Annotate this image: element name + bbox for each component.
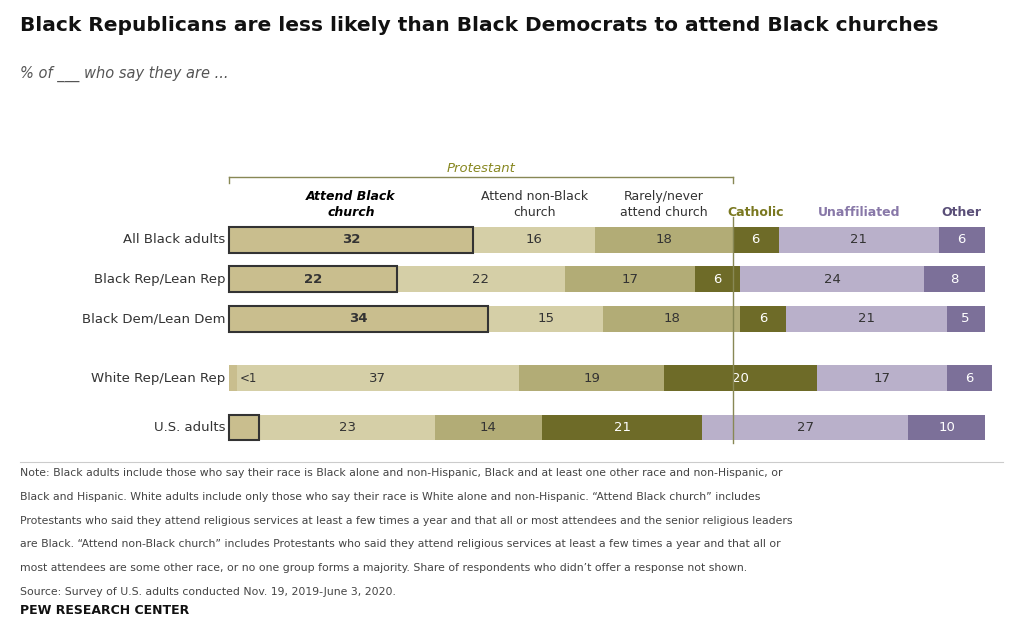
- Text: Protestants who said they attend religious services at least a few times a year : Protestants who said they attend religio…: [20, 516, 793, 526]
- Bar: [939, 227, 985, 252]
- Text: 22: 22: [304, 273, 322, 286]
- Text: 15: 15: [537, 312, 554, 325]
- Text: Unaffiliated: Unaffiliated: [817, 207, 900, 219]
- Bar: [816, 365, 946, 391]
- Text: Attend Black
church: Attend Black church: [306, 190, 396, 219]
- Bar: [397, 266, 565, 292]
- Bar: [946, 365, 992, 391]
- Text: 6: 6: [752, 233, 760, 246]
- Bar: [741, 266, 924, 292]
- Bar: [229, 306, 488, 332]
- Bar: [732, 227, 779, 252]
- Bar: [664, 365, 816, 391]
- Text: Other: Other: [942, 207, 982, 219]
- Text: Source: Survey of U.S. adults conducted Nov. 19, 2019-June 3, 2020.: Source: Survey of U.S. adults conducted …: [20, 587, 396, 597]
- Text: Black Rep/Lean Rep: Black Rep/Lean Rep: [93, 273, 225, 286]
- Text: 8: 8: [950, 273, 959, 286]
- Text: 17: 17: [873, 372, 890, 384]
- Bar: [908, 414, 985, 440]
- Text: 34: 34: [350, 312, 368, 325]
- Bar: [229, 306, 488, 332]
- Bar: [542, 414, 702, 440]
- Text: are Black. “Attend non-Black church” includes Protestants who said they attend r: are Black. “Attend non-Black church” inc…: [20, 539, 782, 550]
- Text: 18: 18: [663, 312, 680, 325]
- Text: U.S. adults: U.S. adults: [153, 421, 225, 434]
- Text: 21: 21: [858, 312, 875, 325]
- Text: 22: 22: [473, 273, 489, 286]
- Text: Note: Black adults include those who say their race is Black alone and non-Hispa: Note: Black adults include those who say…: [20, 468, 783, 478]
- Text: 27: 27: [797, 421, 813, 434]
- Text: Rarely/never
attend church: Rarely/never attend church: [620, 190, 708, 219]
- Bar: [787, 306, 946, 332]
- Bar: [779, 227, 939, 252]
- Text: Black Republicans are less likely than Black Democrats to attend Black churches: Black Republicans are less likely than B…: [20, 16, 939, 35]
- Text: 19: 19: [583, 372, 599, 384]
- Text: 6: 6: [958, 233, 966, 246]
- Text: % of ___ who say they are ...: % of ___ who say they are ...: [20, 66, 229, 82]
- Text: All Black adults: All Black adults: [123, 233, 225, 246]
- Bar: [603, 306, 741, 332]
- Bar: [741, 306, 787, 332]
- Bar: [924, 266, 985, 292]
- Bar: [519, 365, 664, 391]
- Text: 6: 6: [713, 273, 721, 286]
- Text: 21: 21: [850, 233, 868, 246]
- Text: most attendees are some other race, or no one group forms a majority. Share of r: most attendees are some other race, or n…: [20, 563, 748, 573]
- Bar: [229, 365, 236, 391]
- Bar: [229, 414, 260, 440]
- Bar: [229, 227, 474, 252]
- Bar: [946, 306, 985, 332]
- Text: Protestant: Protestant: [446, 163, 516, 175]
- Bar: [229, 227, 474, 252]
- Text: PEW RESEARCH CENTER: PEW RESEARCH CENTER: [20, 604, 189, 617]
- Bar: [236, 365, 519, 391]
- Text: 6: 6: [966, 372, 974, 384]
- Text: White Rep/Lean Rep: White Rep/Lean Rep: [91, 372, 225, 384]
- Bar: [474, 227, 595, 252]
- Text: 6: 6: [759, 312, 767, 325]
- Text: 24: 24: [824, 273, 841, 286]
- Bar: [702, 414, 908, 440]
- Text: 37: 37: [369, 372, 387, 384]
- Text: <1: <1: [239, 372, 257, 384]
- Text: Catholic: Catholic: [727, 207, 784, 219]
- Text: 18: 18: [656, 233, 672, 246]
- Bar: [565, 266, 695, 292]
- Text: 21: 21: [614, 421, 630, 434]
- Text: 32: 32: [342, 233, 360, 246]
- Bar: [229, 266, 397, 292]
- Bar: [595, 227, 732, 252]
- Text: 16: 16: [526, 233, 542, 246]
- Bar: [229, 266, 397, 292]
- Text: Black Dem/Lean Dem: Black Dem/Lean Dem: [82, 312, 225, 325]
- Bar: [695, 266, 741, 292]
- Text: Attend non-Black
church: Attend non-Black church: [481, 190, 588, 219]
- Bar: [435, 414, 542, 440]
- Text: 5: 5: [962, 312, 970, 325]
- Bar: [260, 414, 435, 440]
- Text: 10: 10: [938, 421, 954, 434]
- Text: 20: 20: [731, 372, 749, 384]
- Text: Black and Hispanic. White adults include only those who say their race is White : Black and Hispanic. White adults include…: [20, 492, 761, 502]
- Text: 23: 23: [339, 421, 356, 434]
- Text: 17: 17: [621, 273, 638, 286]
- Bar: [488, 306, 603, 332]
- Text: 14: 14: [480, 421, 497, 434]
- Bar: [229, 414, 260, 440]
